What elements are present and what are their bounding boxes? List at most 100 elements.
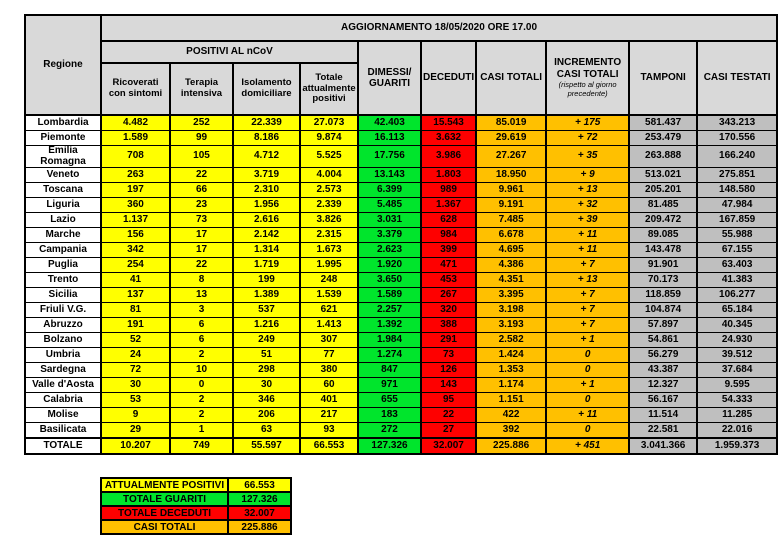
table-row: Marche 156 17 2.142 2.315 3.379 984 6.678 + 11 89… xyxy=(24,227,779,243)
cell-guariti: 1.984 xyxy=(357,332,422,348)
cell-casi-totali: 4.351 xyxy=(475,272,548,288)
cell-casi-totali: 225.886 xyxy=(475,437,548,455)
cell-tamponi: 89.085 xyxy=(628,227,699,243)
header-incremento-note: (rispetto al giorno precedente) xyxy=(558,80,617,98)
totals-row: TOTALE 10.207 749 55.597 66.553 127.326 32.007… xyxy=(24,437,779,455)
cell-tamponi: 22.581 xyxy=(628,422,699,439)
cell-incremento: + 11 xyxy=(545,242,631,258)
cell-region: Campania xyxy=(24,242,102,258)
summary-row: ATTUALMENTE POSITIVI 66.553 xyxy=(100,477,292,493)
cell-tamponi: 143.478 xyxy=(628,242,699,258)
cell-isolamento: 63 xyxy=(232,422,301,439)
cell-deceduti: 291 xyxy=(419,332,478,348)
cell-casi-totali: 1.424 xyxy=(475,347,548,363)
cell-terapia-intensiva: 1 xyxy=(169,422,234,439)
cell-isolamento: 51 xyxy=(232,347,301,363)
cell-terapia-intensiva: 0 xyxy=(169,377,234,393)
table-row: Lombardia 4.482 252 22.339 27.073 42.403 15.54… xyxy=(24,114,779,131)
cell-tamponi: 91.901 xyxy=(628,257,699,273)
cell-terapia-intensiva: 66 xyxy=(169,182,234,198)
cell-ricoverati: 1.137 xyxy=(100,212,171,228)
cell-ricoverati: 4.482 xyxy=(100,114,171,131)
header-casi-testati: CASI TESTATI xyxy=(696,40,779,116)
cell-casi-totali: 85.019 xyxy=(475,114,548,131)
cell-ricoverati: 191 xyxy=(100,317,171,333)
cell-casi-totali: 1.174 xyxy=(475,377,548,393)
cell-ricoverati: 53 xyxy=(100,392,171,408)
cell-totale-positivi: 27.073 xyxy=(299,114,359,131)
cell-incremento: + 451 xyxy=(545,437,631,455)
cell-tamponi: 3.041.366 xyxy=(628,437,699,455)
cell-casi-totali: 9.191 xyxy=(475,197,548,213)
cell-totale-positivi: 2.573 xyxy=(299,182,359,198)
table-row: Abruzzo 191 6 1.216 1.413 1.392 388 3.193 + 7 57.… xyxy=(24,317,779,333)
cell-casi-testati: 166.240 xyxy=(696,145,779,168)
cell-casi-testati: 11.285 xyxy=(696,407,779,423)
table-row: Sicilia 137 13 1.389 1.539 1.589 267 3.395 + 7 11… xyxy=(24,287,779,303)
cell-terapia-intensiva: 749 xyxy=(169,437,234,455)
cell-guariti: 1.392 xyxy=(357,317,422,333)
cell-ricoverati: 9 xyxy=(100,407,171,423)
cell-region: Umbria xyxy=(24,347,102,363)
cell-deceduti: 320 xyxy=(419,302,478,318)
cell-isolamento: 2.142 xyxy=(232,227,301,243)
cell-guariti: 5.485 xyxy=(357,197,422,213)
cell-deceduti: 1.803 xyxy=(419,167,478,183)
table-row: Puglia 254 22 1.719 1.995 1.920 471 4.386 + 7 91.… xyxy=(24,257,779,273)
cell-guariti: 183 xyxy=(357,407,422,423)
cell-isolamento: 249 xyxy=(232,332,301,348)
table-body: Lombardia 4.482 252 22.339 27.073 42.403 15.54… xyxy=(24,114,779,455)
cell-totale-positivi: 1.673 xyxy=(299,242,359,258)
table-row: Toscana 197 66 2.310 2.573 6.399 989 9.961 + 13 2… xyxy=(24,182,779,198)
cell-region: Bolzano xyxy=(24,332,102,348)
table-row: Friuli V.G. 81 3 537 621 2.257 320 3.198 + 7 104.… xyxy=(24,302,779,318)
cell-totale-positivi: 401 xyxy=(299,392,359,408)
cell-terapia-intensiva: 22 xyxy=(169,257,234,273)
cell-casi-testati: 170.556 xyxy=(696,130,779,146)
cell-casi-testati: 9.595 xyxy=(696,377,779,393)
cell-totale-positivi: 3.826 xyxy=(299,212,359,228)
cell-incremento: + 11 xyxy=(545,227,631,243)
cell-isolamento: 1.956 xyxy=(232,197,301,213)
cell-isolamento: 30 xyxy=(232,377,301,393)
cell-casi-totali: 4.386 xyxy=(475,257,548,273)
cell-incremento: + 39 xyxy=(545,212,631,228)
cell-casi-totali: 392 xyxy=(475,422,548,439)
cell-totale-positivi: 621 xyxy=(299,302,359,318)
cell-tamponi: 104.874 xyxy=(628,302,699,318)
cell-incremento: 0 xyxy=(545,422,631,439)
cell-incremento: 0 xyxy=(545,392,631,408)
table-row: Trento 41 8 199 248 3.650 453 4.351 + 13 70.173 41… xyxy=(24,272,779,288)
cell-totale-positivi: 93 xyxy=(299,422,359,439)
cell-guariti: 3.031 xyxy=(357,212,422,228)
cell-terapia-intensiva: 3 xyxy=(169,302,234,318)
cell-region: Lazio xyxy=(24,212,102,228)
cell-guariti: 42.403 xyxy=(357,114,422,131)
cell-tamponi: 56.279 xyxy=(628,347,699,363)
cell-casi-totali: 3.193 xyxy=(475,317,548,333)
cell-totale-positivi: 4.004 xyxy=(299,167,359,183)
cell-guariti: 16.113 xyxy=(357,130,422,146)
cell-region: Sardegna xyxy=(24,362,102,378)
cell-isolamento: 22.339 xyxy=(232,114,301,131)
cell-totale-positivi: 1.995 xyxy=(299,257,359,273)
cell-casi-testati: 40.345 xyxy=(696,317,779,333)
cell-isolamento: 199 xyxy=(232,272,301,288)
cell-guariti: 6.399 xyxy=(357,182,422,198)
cell-deceduti: 126 xyxy=(419,362,478,378)
cell-deceduti: 3.986 xyxy=(419,145,478,168)
cell-region: Liguria xyxy=(24,197,102,213)
cell-deceduti: 628 xyxy=(419,212,478,228)
cell-tamponi: 253.479 xyxy=(628,130,699,146)
cell-ricoverati: 52 xyxy=(100,332,171,348)
cell-deceduti: 15.543 xyxy=(419,114,478,131)
cell-isolamento: 1.216 xyxy=(232,317,301,333)
summary-value: 66.553 xyxy=(227,477,292,493)
cell-region: Basilicata xyxy=(24,422,102,439)
cell-tamponi: 12.327 xyxy=(628,377,699,393)
cell-casi-testati: 54.333 xyxy=(696,392,779,408)
cell-incremento: + 1 xyxy=(545,332,631,348)
cell-terapia-intensiva: 22 xyxy=(169,167,234,183)
cell-tamponi: 54.861 xyxy=(628,332,699,348)
cell-deceduti: 143 xyxy=(419,377,478,393)
